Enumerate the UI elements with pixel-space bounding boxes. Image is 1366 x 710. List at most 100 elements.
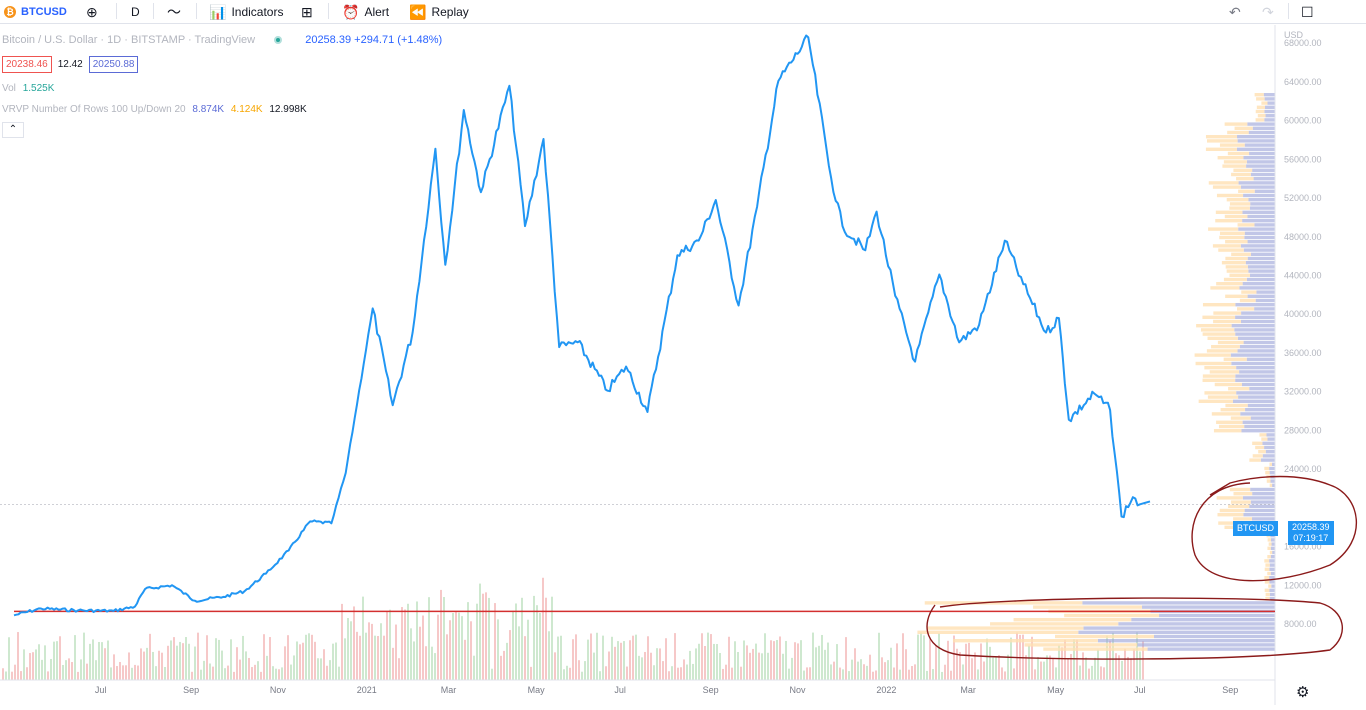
redo-button[interactable]: ↷ bbox=[1262, 0, 1274, 24]
price-tick-label: 56000.00 bbox=[1284, 154, 1322, 164]
volume-bar bbox=[794, 642, 796, 680]
profile-row-down bbox=[1229, 206, 1250, 210]
profile-row-up bbox=[1250, 202, 1275, 206]
volume-bar bbox=[524, 636, 526, 680]
divider bbox=[116, 3, 117, 19]
volume-bar bbox=[941, 671, 943, 680]
volume-bar bbox=[50, 658, 52, 680]
profile-row-down bbox=[1236, 177, 1254, 181]
profile-row-up bbox=[1241, 311, 1275, 315]
volume-bar bbox=[194, 646, 196, 680]
profile-row-down bbox=[1202, 378, 1236, 382]
compare-add-button[interactable]: ⊕ bbox=[86, 0, 98, 24]
profile-row-up bbox=[1237, 139, 1275, 143]
volume-bar bbox=[263, 634, 265, 680]
profile-row-down bbox=[1226, 198, 1249, 202]
ask-box[interactable]: 20250.88 bbox=[88, 56, 139, 73]
bid-box[interactable]: 20238.46 bbox=[2, 56, 52, 73]
spread-value: 12.42 bbox=[57, 59, 83, 70]
chart-settings-button[interactable]: ⚙ bbox=[1296, 683, 1309, 701]
volume-bar bbox=[758, 652, 760, 680]
volume-bar bbox=[656, 648, 658, 680]
profile-row-down bbox=[1207, 395, 1239, 399]
profile-row-down bbox=[1241, 290, 1257, 294]
divider bbox=[153, 3, 154, 19]
volume-bar bbox=[842, 669, 844, 680]
volume-bar bbox=[1052, 658, 1054, 680]
volume-bar bbox=[887, 660, 889, 680]
time-tick-label: Sep bbox=[1222, 685, 1238, 695]
volume-bar bbox=[104, 648, 106, 680]
volume-bar bbox=[566, 665, 568, 680]
last-price: 20258.39 bbox=[305, 34, 352, 46]
volume-bar bbox=[953, 635, 955, 680]
volume-bar bbox=[95, 660, 97, 680]
profile-row-down bbox=[1208, 227, 1239, 231]
profile-row-up bbox=[1254, 223, 1275, 227]
profile-row-down bbox=[1219, 143, 1245, 147]
volume-bar bbox=[956, 648, 958, 680]
volume-bar bbox=[512, 610, 514, 680]
profile-row-down bbox=[1227, 130, 1249, 135]
profile-row-down bbox=[1264, 466, 1270, 471]
volume-bar bbox=[278, 669, 280, 680]
profile-row-down bbox=[1261, 101, 1268, 105]
volume-bar bbox=[1121, 660, 1123, 680]
replay-button[interactable]: ⏪ Replay bbox=[409, 0, 469, 24]
price-tick-label: 52000.00 bbox=[1284, 193, 1322, 203]
volume-bar bbox=[1076, 639, 1078, 680]
time-tick-label: Sep bbox=[183, 685, 199, 695]
volume-bar bbox=[659, 648, 661, 680]
volume-bar bbox=[77, 671, 79, 680]
volume-value: 1.525K bbox=[22, 83, 55, 94]
volume-bar bbox=[206, 635, 208, 680]
profile-row-up bbox=[1248, 130, 1275, 135]
volume-bar bbox=[149, 633, 151, 680]
fullscreen-button[interactable]: ☐ bbox=[1301, 0, 1314, 24]
volume-bar bbox=[470, 621, 472, 680]
profile-row-up bbox=[1247, 403, 1275, 408]
volume-bar bbox=[1043, 661, 1045, 680]
top-toolbar: ₿ BTCUSD ⊕ D 〜 📊 Indicators ⊞ ⏰ Alert ⏪ … bbox=[0, 0, 1366, 24]
undo-button[interactable]: ↶ bbox=[1229, 0, 1241, 24]
volume-bar bbox=[14, 664, 16, 680]
symbol-search-button[interactable]: ₿ BTCUSD bbox=[4, 0, 67, 24]
volume-bar bbox=[680, 667, 682, 680]
volume-bar bbox=[116, 666, 118, 680]
volume-bar bbox=[221, 650, 223, 680]
alarm-clock-icon: ⏰ bbox=[342, 4, 360, 20]
volume-bar bbox=[986, 638, 988, 680]
volume-bar bbox=[254, 664, 256, 680]
volume-bar bbox=[920, 632, 922, 680]
alert-button[interactable]: ⏰ Alert bbox=[342, 0, 389, 24]
layout-templates-button[interactable]: ⊞ bbox=[301, 0, 313, 24]
volume-bar bbox=[563, 669, 565, 680]
collapse-legend-button[interactable]: ⌃ bbox=[2, 122, 24, 138]
indicators-button[interactable]: 📊 Indicators bbox=[209, 0, 283, 24]
volume-bar bbox=[965, 643, 967, 680]
volume-bar bbox=[767, 652, 769, 680]
volume-bar bbox=[833, 661, 835, 680]
profile-row-up bbox=[1240, 185, 1275, 189]
volume-bar bbox=[356, 631, 358, 680]
volume-bar bbox=[854, 648, 856, 680]
volume-bar bbox=[1064, 639, 1066, 680]
price-tick-label: USD bbox=[1284, 30, 1304, 40]
profile-row-up bbox=[1141, 605, 1275, 609]
profile-row-up bbox=[1242, 282, 1275, 286]
volume-bar bbox=[398, 658, 400, 680]
interval-button[interactable]: D bbox=[131, 0, 140, 24]
profile-row-down bbox=[1230, 416, 1251, 420]
undo-icon: ↶ bbox=[1229, 4, 1241, 20]
redo-icon: ↷ bbox=[1262, 4, 1274, 20]
annotation-ellipse-price bbox=[1191, 475, 1357, 582]
volume-bar bbox=[1112, 632, 1114, 680]
profile-row-down bbox=[1218, 521, 1244, 525]
chart-area[interactable]: USD 68000.00 64000.00 60000.00 56000.00 52000… bbox=[0, 25, 1366, 705]
profile-row-down bbox=[1220, 408, 1246, 412]
chart-type-button[interactable]: 〜 bbox=[167, 0, 181, 24]
volume-bar bbox=[449, 620, 451, 680]
volume-bar bbox=[884, 662, 886, 680]
